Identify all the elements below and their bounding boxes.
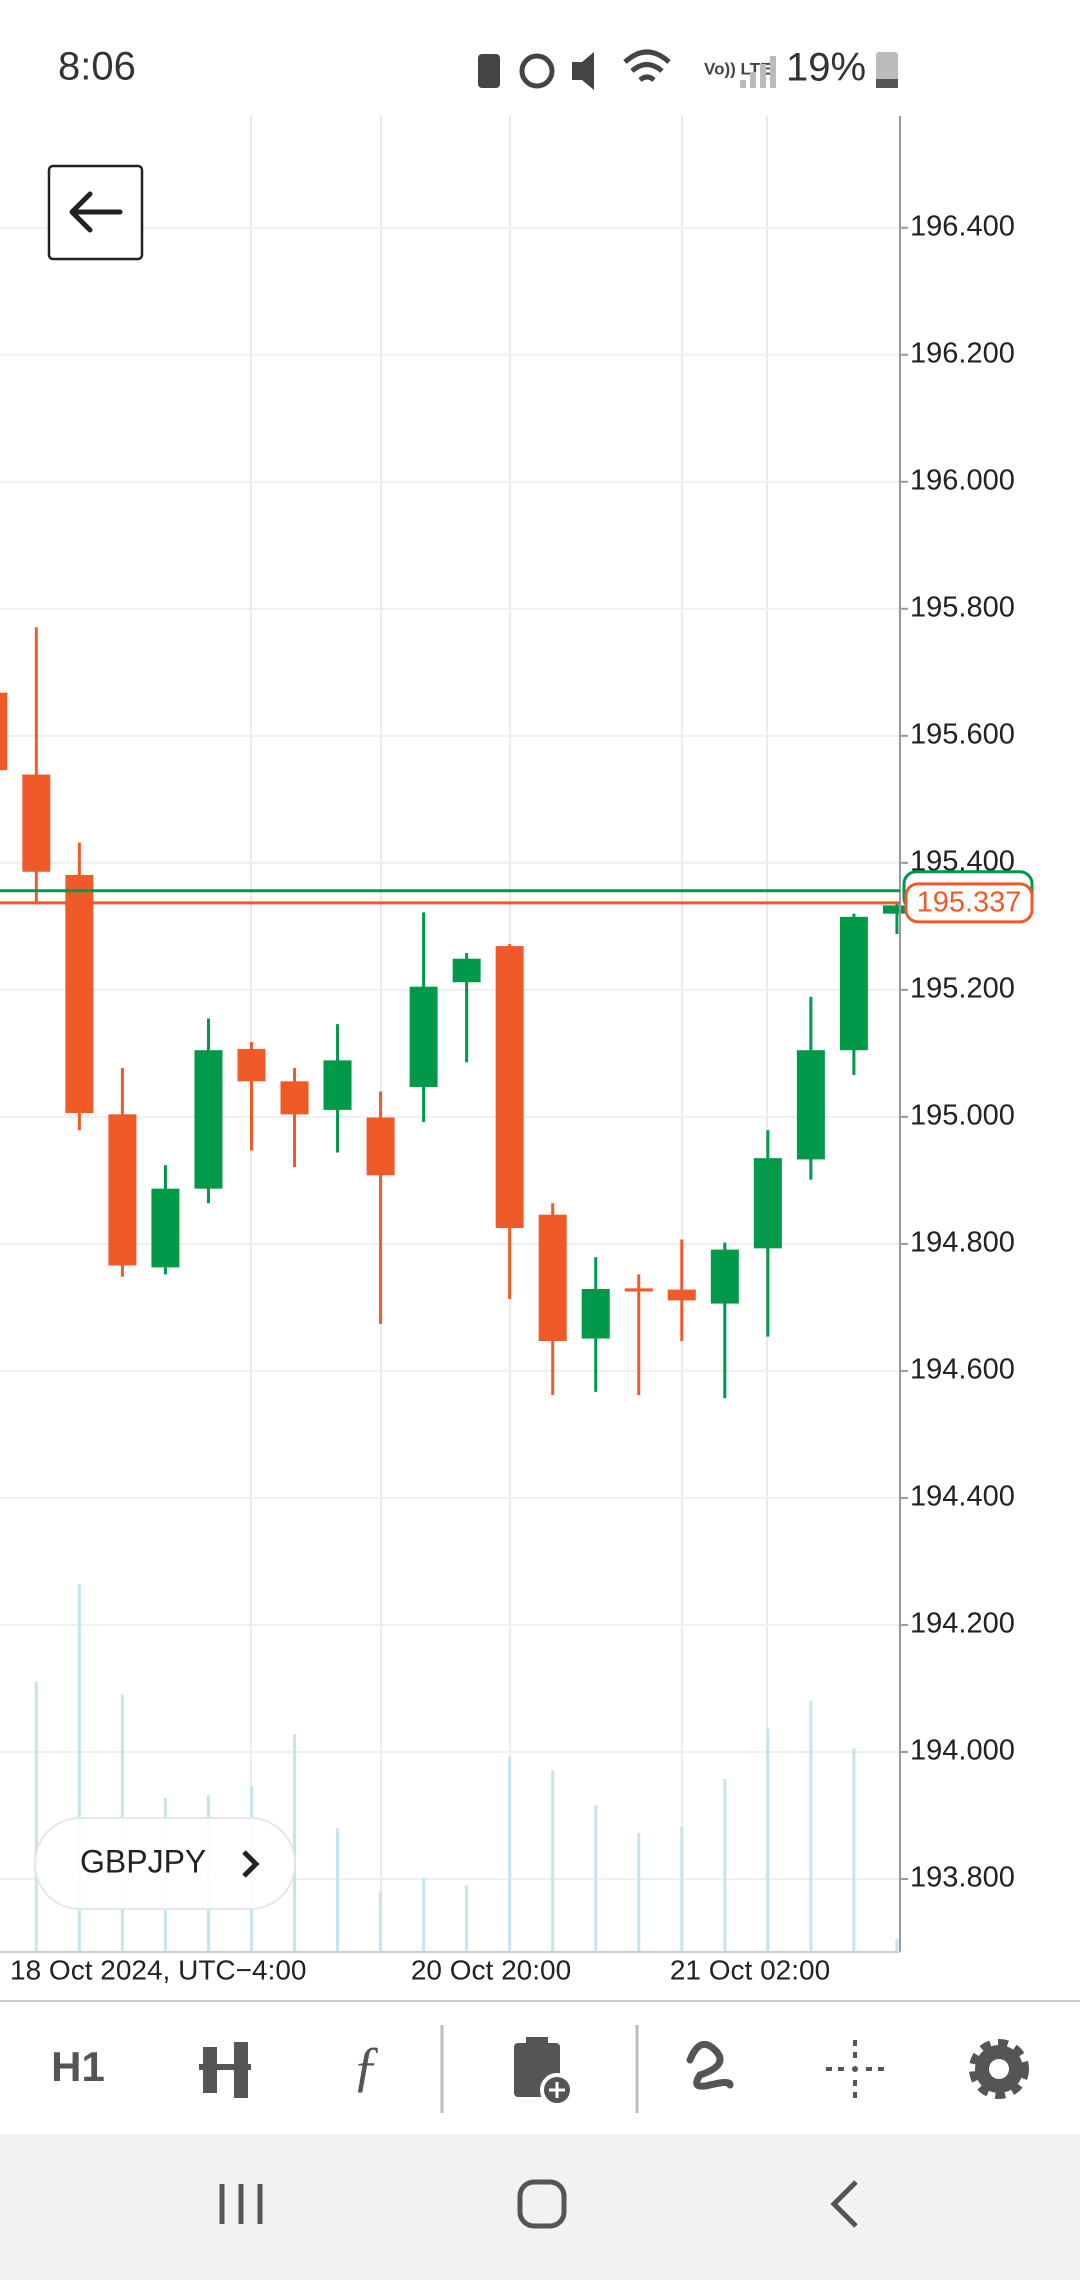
indicators-button[interactable]: ƒ — [352, 2036, 380, 2098]
volume-bar — [766, 1728, 770, 1952]
nav-bar — [0, 2134, 1080, 2280]
drawing-button[interactable] — [686, 2040, 734, 2090]
symbol-chevron — [242, 1850, 260, 1878]
candle-body — [0, 692, 8, 771]
y-tick-label: 194.400 — [910, 1481, 1015, 1513]
y-tick-label: 196.400 — [910, 210, 1015, 242]
volume-bar — [422, 1877, 426, 1952]
last-price-label: 195.337 — [917, 887, 1022, 919]
volume-bar — [293, 1733, 297, 1952]
chart-type-button[interactable] — [199, 2042, 251, 2098]
settings-button[interactable] — [969, 2039, 1029, 2099]
volume-bar — [34, 1681, 38, 1952]
volume-bar — [336, 1828, 340, 1952]
chart: 196.400196.200196.000195.800195.600195.4… — [0, 116, 1034, 1985]
candle-body — [108, 1114, 137, 1266]
icon-mute — [572, 52, 594, 90]
volume-bar — [809, 1700, 813, 1952]
candle-body — [65, 874, 94, 1114]
volume-bar — [379, 1892, 383, 1952]
y-tick-label: 194.800 — [910, 1227, 1015, 1259]
y-tick-label: 193.800 — [910, 1862, 1015, 1894]
x-tick-label: 18 Oct 2024, UTC−4:00 — [10, 1954, 307, 1985]
candle-body — [581, 1288, 610, 1339]
volume-bar — [551, 1770, 555, 1952]
y-tick-label: 195.800 — [910, 591, 1015, 623]
candle-body — [237, 1048, 266, 1082]
candle-body — [796, 1050, 825, 1160]
last-price-box — [904, 882, 1034, 924]
candle-body — [753, 1158, 782, 1249]
icon-alarm — [519, 53, 555, 89]
y-tick-label: 195.200 — [910, 973, 1015, 1005]
y-tick-label: 196.200 — [910, 337, 1015, 369]
volume-bar — [77, 1584, 81, 1952]
candle-body — [409, 986, 438, 1088]
volume-bar — [852, 1748, 856, 1952]
x-tick-label: 21 Oct 02:00 — [670, 1954, 830, 1985]
y-tick-label: 194.200 — [910, 1608, 1015, 1640]
candle-body — [366, 1117, 395, 1176]
candle-body — [452, 958, 481, 983]
volume-bar — [508, 1757, 512, 1952]
candle-body — [280, 1081, 309, 1115]
candle-body — [538, 1214, 567, 1342]
orders-button[interactable] — [514, 2037, 574, 2107]
status-icons: Vo)) LTE — [478, 49, 776, 90]
candle-body — [151, 1188, 180, 1268]
candle-body — [194, 1050, 223, 1189]
candle-body — [624, 1288, 653, 1292]
nav-recents[interactable] — [219, 2184, 263, 2224]
candle-body — [710, 1249, 739, 1304]
volume-bar — [465, 1885, 469, 1952]
y-tick-label: 196.000 — [910, 464, 1015, 496]
nav-back[interactable] — [830, 2180, 858, 2228]
volume-bar — [723, 1779, 727, 1952]
candle-body — [667, 1289, 696, 1301]
candle-body — [323, 1060, 352, 1110]
y-tick-label: 194.600 — [910, 1354, 1015, 1386]
y-tick-label: 195.600 — [910, 718, 1015, 750]
crosshair-button[interactable] — [826, 2040, 884, 2098]
y-tick-label: 195.000 — [910, 1100, 1015, 1132]
volume-bar — [680, 1826, 684, 1952]
timeframe-button[interactable]: H1 — [51, 2043, 105, 2090]
nav-home[interactable] — [517, 2179, 567, 2229]
status-time: 8:06 — [58, 45, 136, 89]
symbol-pill[interactable] — [34, 1817, 296, 1910]
battery-level — [876, 79, 898, 88]
candle-body — [22, 774, 51, 872]
volume-bar — [895, 1938, 899, 1952]
icon-signal — [740, 56, 776, 88]
y-tick-label: 194.000 — [910, 1735, 1015, 1767]
symbol-name: GBPJPY — [80, 1843, 206, 1879]
icon-wifi — [623, 49, 671, 82]
icon-battery-saver — [478, 54, 500, 88]
x-tick-label: 20 Oct 20:00 — [411, 1954, 571, 1985]
candle-body — [839, 916, 868, 1051]
back-arrow — [69, 191, 123, 233]
status-battery: 19% — [786, 46, 866, 90]
volume-bar — [637, 1832, 641, 1952]
candle-body — [882, 905, 911, 914]
volume-bar — [594, 1805, 598, 1952]
candle-body — [495, 946, 524, 1229]
